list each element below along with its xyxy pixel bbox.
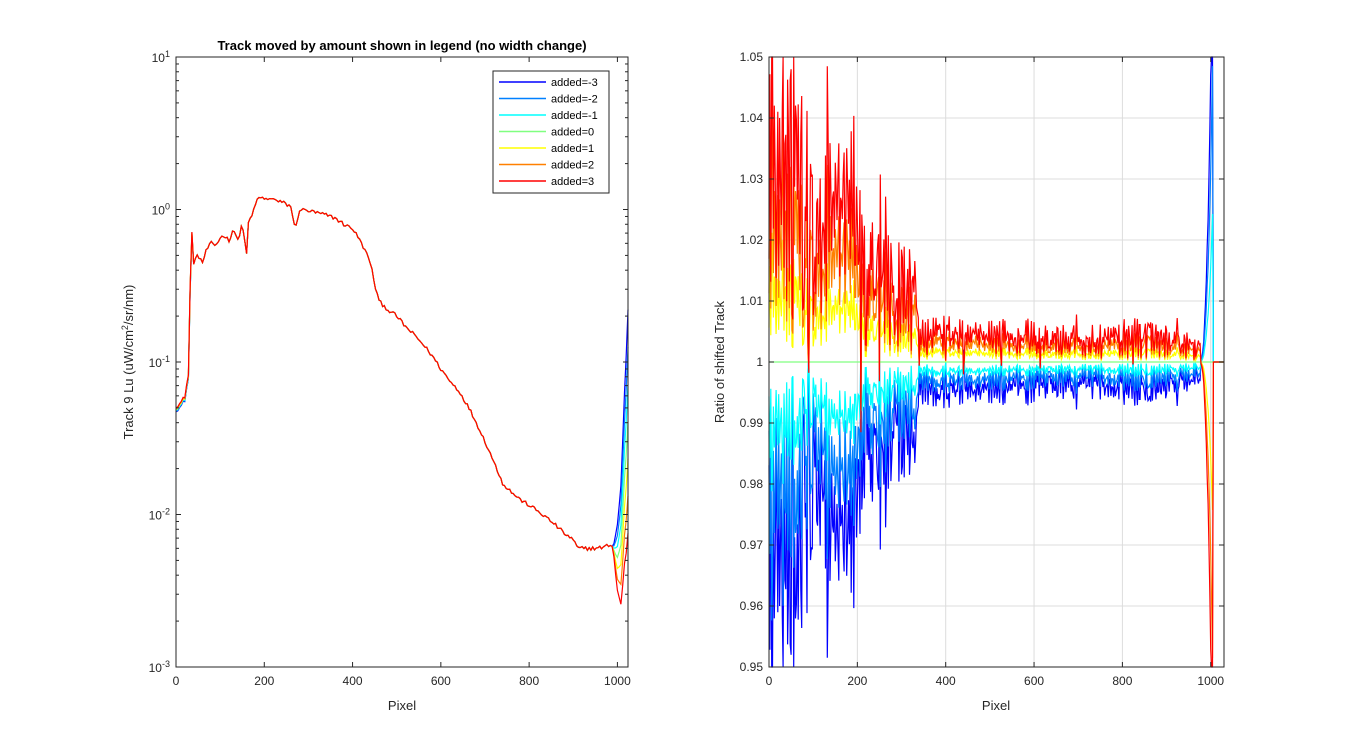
left-x-tick-label: 800 <box>519 674 539 688</box>
right-x-tick-label: 0 <box>766 674 773 688</box>
right-y-tick-label: 0.96 <box>740 599 764 613</box>
right-axes: 0 200 400 600 800 1000 0.95 0.96 0.97 0.98 0.99 1 1.… <box>712 50 1225 713</box>
left-x-axis-label: Pixel <box>388 698 416 713</box>
legend-label-0: added=-3 <box>551 77 598 89</box>
legend-label-3: added=0 <box>551 127 594 139</box>
right-y-tick-label: 0.99 <box>740 416 764 430</box>
right-y-tick-label: 1.05 <box>740 50 764 64</box>
right-x-tick-label: 600 <box>1024 674 1044 688</box>
left-chart-title: Track moved by amount shown in legend (n… <box>217 38 586 53</box>
right-y-axis-label: Ratio of shifted Track <box>712 300 727 423</box>
legend-label-2: added=-1 <box>551 110 598 122</box>
left-x-tick-label: 400 <box>343 674 363 688</box>
right-y-tick-label: 1.02 <box>740 233 764 247</box>
right-x-tick-label: 400 <box>936 674 956 688</box>
right-y-tick-label: 1.01 <box>740 294 764 308</box>
left-series-group <box>175 196 629 605</box>
right-ticks: 0 200 400 600 800 1000 0.95 0.96 0.97 0.98 0.99 1 1.… <box>740 50 1225 688</box>
left-x-tick-label: 1000 <box>604 674 631 688</box>
left-x-tick-label: 600 <box>431 674 451 688</box>
left-x-tick-label: 200 <box>254 674 274 688</box>
right-y-tick-label: 0.97 <box>740 538 764 552</box>
left-y-tick-label: 10-1 <box>149 354 170 370</box>
legend-label-5: added=2 <box>551 160 594 172</box>
right-y-tick-label: 0.98 <box>740 477 764 491</box>
legend: added=-3 added=-2 added=-1 added=0 added=1 ad… <box>492 70 610 194</box>
right-y-tick-label: 1.03 <box>740 172 764 186</box>
legend-label-1: added=-2 <box>551 94 598 106</box>
left-ticks: 0 200 400 600 800 1000 10-3 10-2 10-1 100 101 <box>149 49 631 688</box>
right-series-line-6 <box>768 56 1224 668</box>
right-y-tick-label: 0.95 <box>740 660 764 674</box>
right-series-line-1 <box>768 65 1224 621</box>
right-y-tick-label: 1 <box>756 355 763 369</box>
right-x-tick-label: 1000 <box>1197 674 1224 688</box>
left-x-tick-label: 0 <box>173 674 180 688</box>
right-x-axis-label: Pixel <box>982 698 1010 713</box>
left-series-line-6 <box>175 196 629 605</box>
left-y-axis-label: Track 9 Lu (uW/cm2/sr/nm) <box>120 285 136 440</box>
right-x-tick-label: 200 <box>847 674 867 688</box>
left-y-tick-label: 10-3 <box>149 659 170 675</box>
left-axes: 0 200 400 600 800 1000 10-3 10-2 10-1 100 101 Trac… <box>120 38 631 713</box>
legend-label-4: added=1 <box>551 143 594 155</box>
legend-items: added=-3 added=-2 added=-1 added=0 added=1 ad… <box>499 77 598 188</box>
right-x-tick-label: 800 <box>1112 674 1132 688</box>
left-y-tick-label: 101 <box>152 49 170 65</box>
left-y-tick-label: 10-2 <box>149 507 170 523</box>
left-y-tick-label: 100 <box>152 202 170 218</box>
right-y-tick-label: 1.04 <box>740 111 764 125</box>
right-series-line-2 <box>768 213 1224 492</box>
right-series-group <box>768 56 1224 668</box>
legend-label-6: added=3 <box>551 176 594 188</box>
